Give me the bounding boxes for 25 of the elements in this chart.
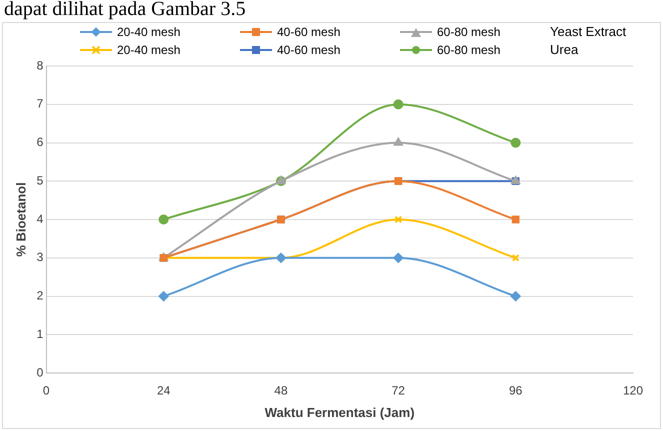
y-tick-label: 6 bbox=[36, 135, 44, 150]
legend-label: 60-80 mesh bbox=[437, 43, 500, 57]
x-tick-label: 24 bbox=[156, 384, 171, 398]
y-tick-label: 5 bbox=[36, 173, 44, 188]
legend-label: 20-40 mesh bbox=[117, 25, 180, 39]
text: Yeast Extract bbox=[550, 24, 626, 40]
legend-label: 20-40 mesh bbox=[117, 43, 180, 57]
y-tick-label: 3 bbox=[36, 250, 44, 264]
legend-label: 60-80 mesh bbox=[437, 25, 500, 39]
text: dapat dilihat pada Gambar 3.5 bbox=[4, 0, 246, 20]
x-tick-label: 96 bbox=[508, 384, 523, 398]
legend-label: 40-60 mesh bbox=[277, 25, 340, 39]
y-tick-label: 8 bbox=[36, 58, 44, 72]
y-tick-label: 2 bbox=[36, 288, 44, 303]
legend-label: 40-60 mesh bbox=[277, 43, 340, 57]
x-axis-title: Waktu Fermentasi (Jam) bbox=[264, 404, 415, 420]
y-tick-label: 7 bbox=[36, 96, 44, 111]
y-tick-label: 0 bbox=[36, 365, 44, 380]
y-tick-label: 1 bbox=[36, 326, 44, 341]
y-tick-label: 4 bbox=[36, 212, 44, 226]
y-axis-title: % Bioetanol bbox=[13, 182, 28, 257]
x-tick-label: 120 bbox=[622, 384, 644, 398]
text: Urea bbox=[550, 42, 580, 58]
x-tick-label: 72 bbox=[392, 384, 406, 398]
x-tick-label: 48 bbox=[274, 384, 288, 398]
